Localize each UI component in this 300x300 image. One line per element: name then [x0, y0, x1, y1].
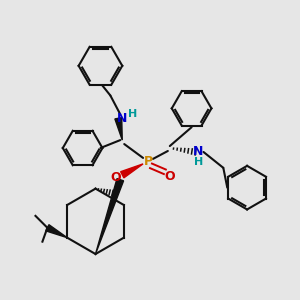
- Text: O: O: [110, 171, 121, 184]
- Text: H: H: [194, 157, 203, 167]
- Polygon shape: [121, 164, 143, 178]
- Polygon shape: [115, 118, 122, 140]
- Polygon shape: [46, 225, 67, 238]
- Text: N: N: [194, 146, 204, 158]
- Polygon shape: [95, 178, 124, 254]
- Text: P: P: [143, 155, 153, 168]
- Text: O: O: [164, 170, 175, 183]
- Text: H: H: [128, 109, 137, 119]
- Text: N: N: [117, 112, 128, 125]
